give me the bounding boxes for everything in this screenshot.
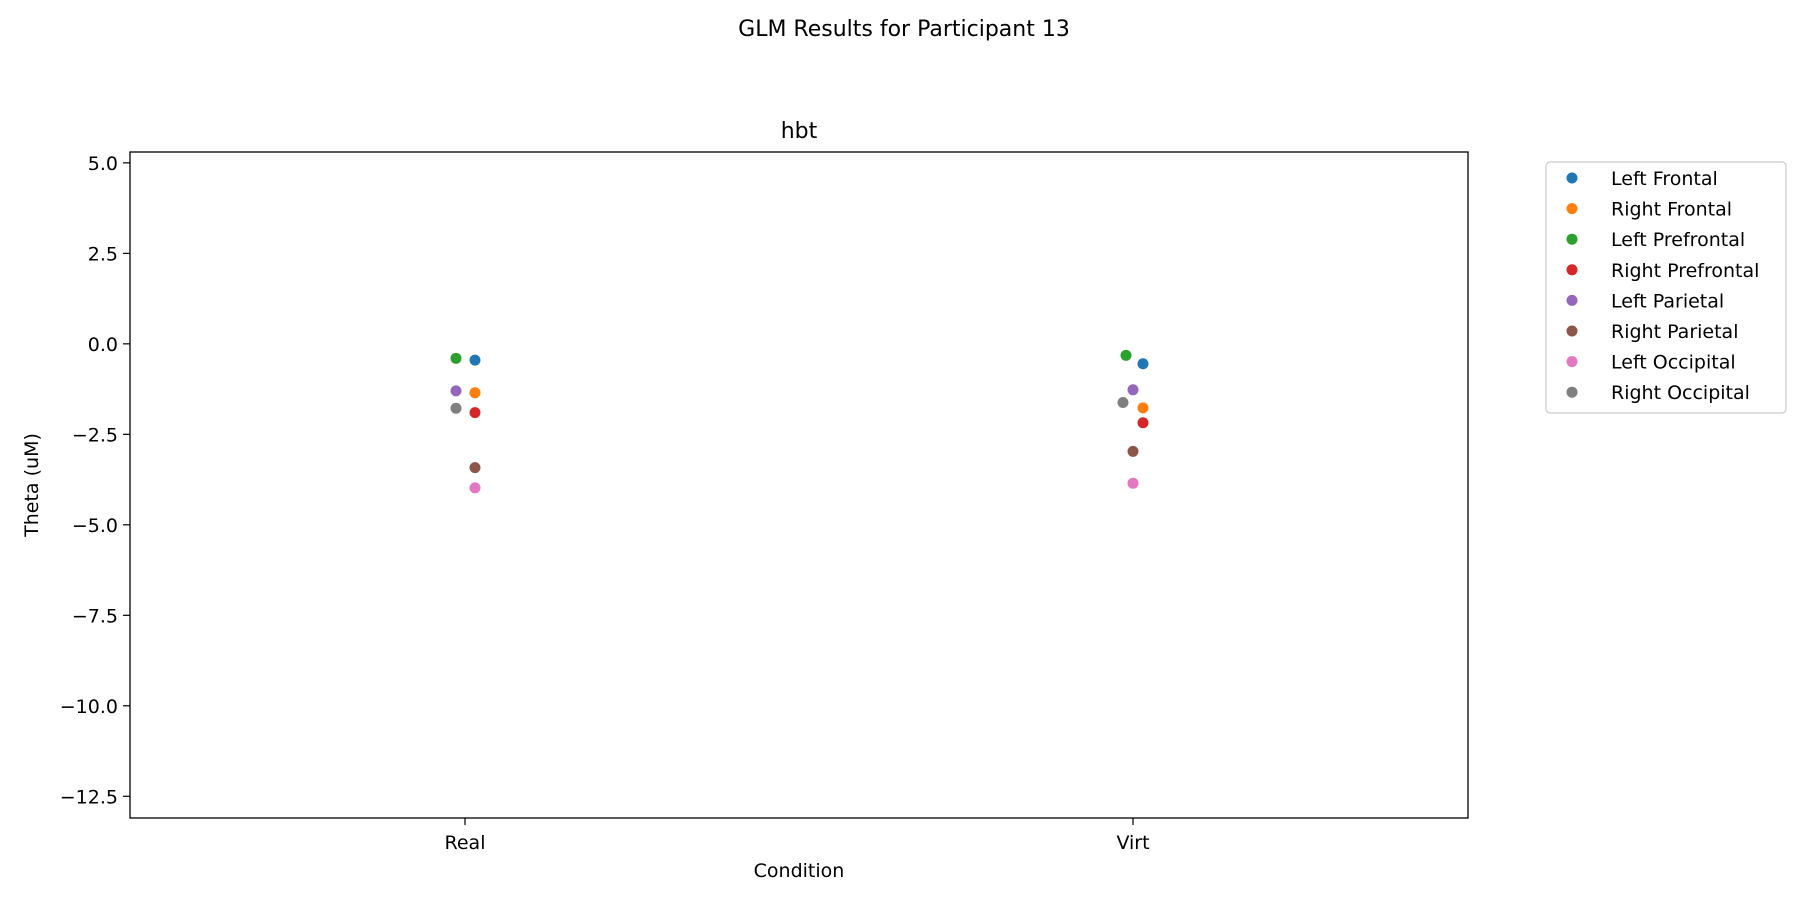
y-tick-label: 0.0 [88, 334, 118, 356]
legend-marker [1566, 172, 1578, 184]
data-point [450, 402, 462, 414]
x-tick-label: Virt [1116, 832, 1149, 854]
data-point [1137, 417, 1149, 429]
legend-frame [1545, 161, 1787, 414]
data-points [450, 349, 1149, 494]
legend-marker [1566, 325, 1578, 337]
y-axis-label: Theta (uM) [21, 433, 43, 538]
x-tick-label: Real [445, 832, 486, 854]
data-point [1127, 477, 1139, 489]
y-tick-label: −5.0 [72, 515, 118, 537]
data-point [469, 407, 481, 419]
legend-marker [1566, 386, 1578, 398]
data-point [450, 385, 462, 397]
legend-label: Right Frontal [1611, 199, 1732, 221]
legend: Left Frontal Right Frontal Left Prefrontal… [1545, 161, 1787, 414]
y-tick-label: 2.5 [88, 243, 118, 265]
x-axis: Real Virt [445, 818, 1150, 854]
data-point [1137, 402, 1149, 414]
data-point [469, 482, 481, 494]
y-axis: 5.0 2.5 0.0 −2.5 −5.0 −7.5 −10.0 −12.5 [60, 153, 130, 808]
data-point [1127, 384, 1139, 396]
legend-marker [1566, 203, 1578, 215]
data-point [1117, 396, 1129, 408]
legend-label: Left Occipital [1611, 352, 1736, 374]
legend-marker [1566, 264, 1578, 276]
legend-label: Right Prefrontal [1611, 260, 1759, 282]
data-point [1120, 349, 1132, 361]
legend-label: Left Frontal [1611, 168, 1718, 190]
legend-label: Right Parietal [1611, 321, 1738, 343]
y-tick-label: −10.0 [60, 696, 118, 718]
data-point [469, 354, 481, 366]
legend-marker [1566, 294, 1578, 306]
y-tick-label: −12.5 [60, 786, 118, 808]
data-point [1137, 358, 1149, 370]
plot-frame [129, 151, 1469, 819]
data-point [469, 462, 481, 474]
data-point [469, 387, 481, 399]
legend-label: Right Occipital [1611, 382, 1750, 404]
legend-marker [1566, 356, 1578, 368]
y-tick-label: −7.5 [72, 605, 118, 627]
legend-marker [1566, 233, 1578, 245]
axes-title: hbt [781, 119, 818, 144]
x-axis-label: Condition [754, 860, 845, 882]
y-tick-label: −2.5 [72, 424, 118, 446]
y-tick-label: 5.0 [88, 153, 118, 175]
legend-label: Left Parietal [1611, 290, 1724, 312]
data-point [1127, 445, 1139, 457]
data-point [450, 352, 462, 364]
figure-title: GLM Results for Participant 13 [738, 17, 1070, 42]
legend-label: Left Prefrontal [1611, 229, 1745, 251]
